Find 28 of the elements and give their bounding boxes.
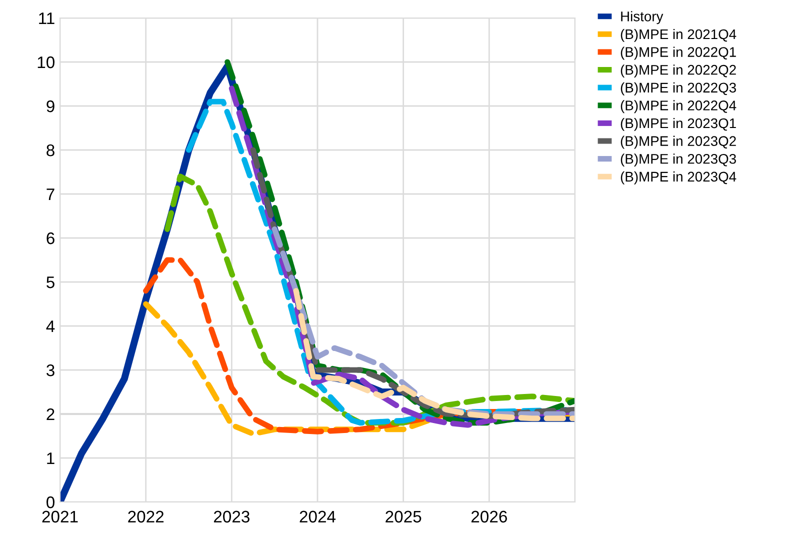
y-tick-label: 10	[38, 56, 54, 68]
y-tick-label: 2	[46, 408, 54, 420]
x-tick-label: 2023	[214, 510, 250, 523]
y-tick-label: 6	[46, 232, 54, 244]
y-tick-label: 4	[46, 320, 55, 332]
x-tick-label: 2024	[300, 510, 336, 523]
legend-label: (B)MPE in 2023Q2	[620, 136, 736, 149]
y-tick-label: 1	[47, 452, 54, 464]
x-tick-label: 2025	[386, 510, 422, 523]
x-tick-label: 2022	[128, 510, 164, 523]
y-tick-label: 3	[46, 364, 54, 376]
legend-label: (B)MPE in 2023Q4	[620, 171, 736, 184]
legend-label: (B)MPE in 2022Q3	[620, 82, 736, 96]
y-tick-label: 0	[46, 496, 54, 508]
y-tick-label: 11	[39, 12, 54, 24]
y-tick-label: 8	[46, 144, 54, 156]
legend-label: (B)MPE in 2023Q3	[620, 154, 736, 167]
y-tick-label: 9	[46, 100, 54, 112]
x-tick-label: 2026	[471, 510, 507, 523]
legend-label: (B)MPE in 2022Q2	[620, 64, 736, 78]
legend-label: (B)MPE in 2022Q4	[620, 100, 736, 114]
x-tick-label: 2021	[42, 510, 78, 523]
legend-label: History	[621, 11, 664, 24]
legend-label: (B)MPE in 2021Q4	[620, 28, 736, 42]
legend-label: (B)MPE in 2022Q1	[620, 46, 736, 60]
legend-label: (B)MPE in 2023Q1	[620, 118, 736, 131]
y-tick-label: 5	[46, 276, 54, 288]
y-tick-label: 7	[46, 188, 54, 200]
